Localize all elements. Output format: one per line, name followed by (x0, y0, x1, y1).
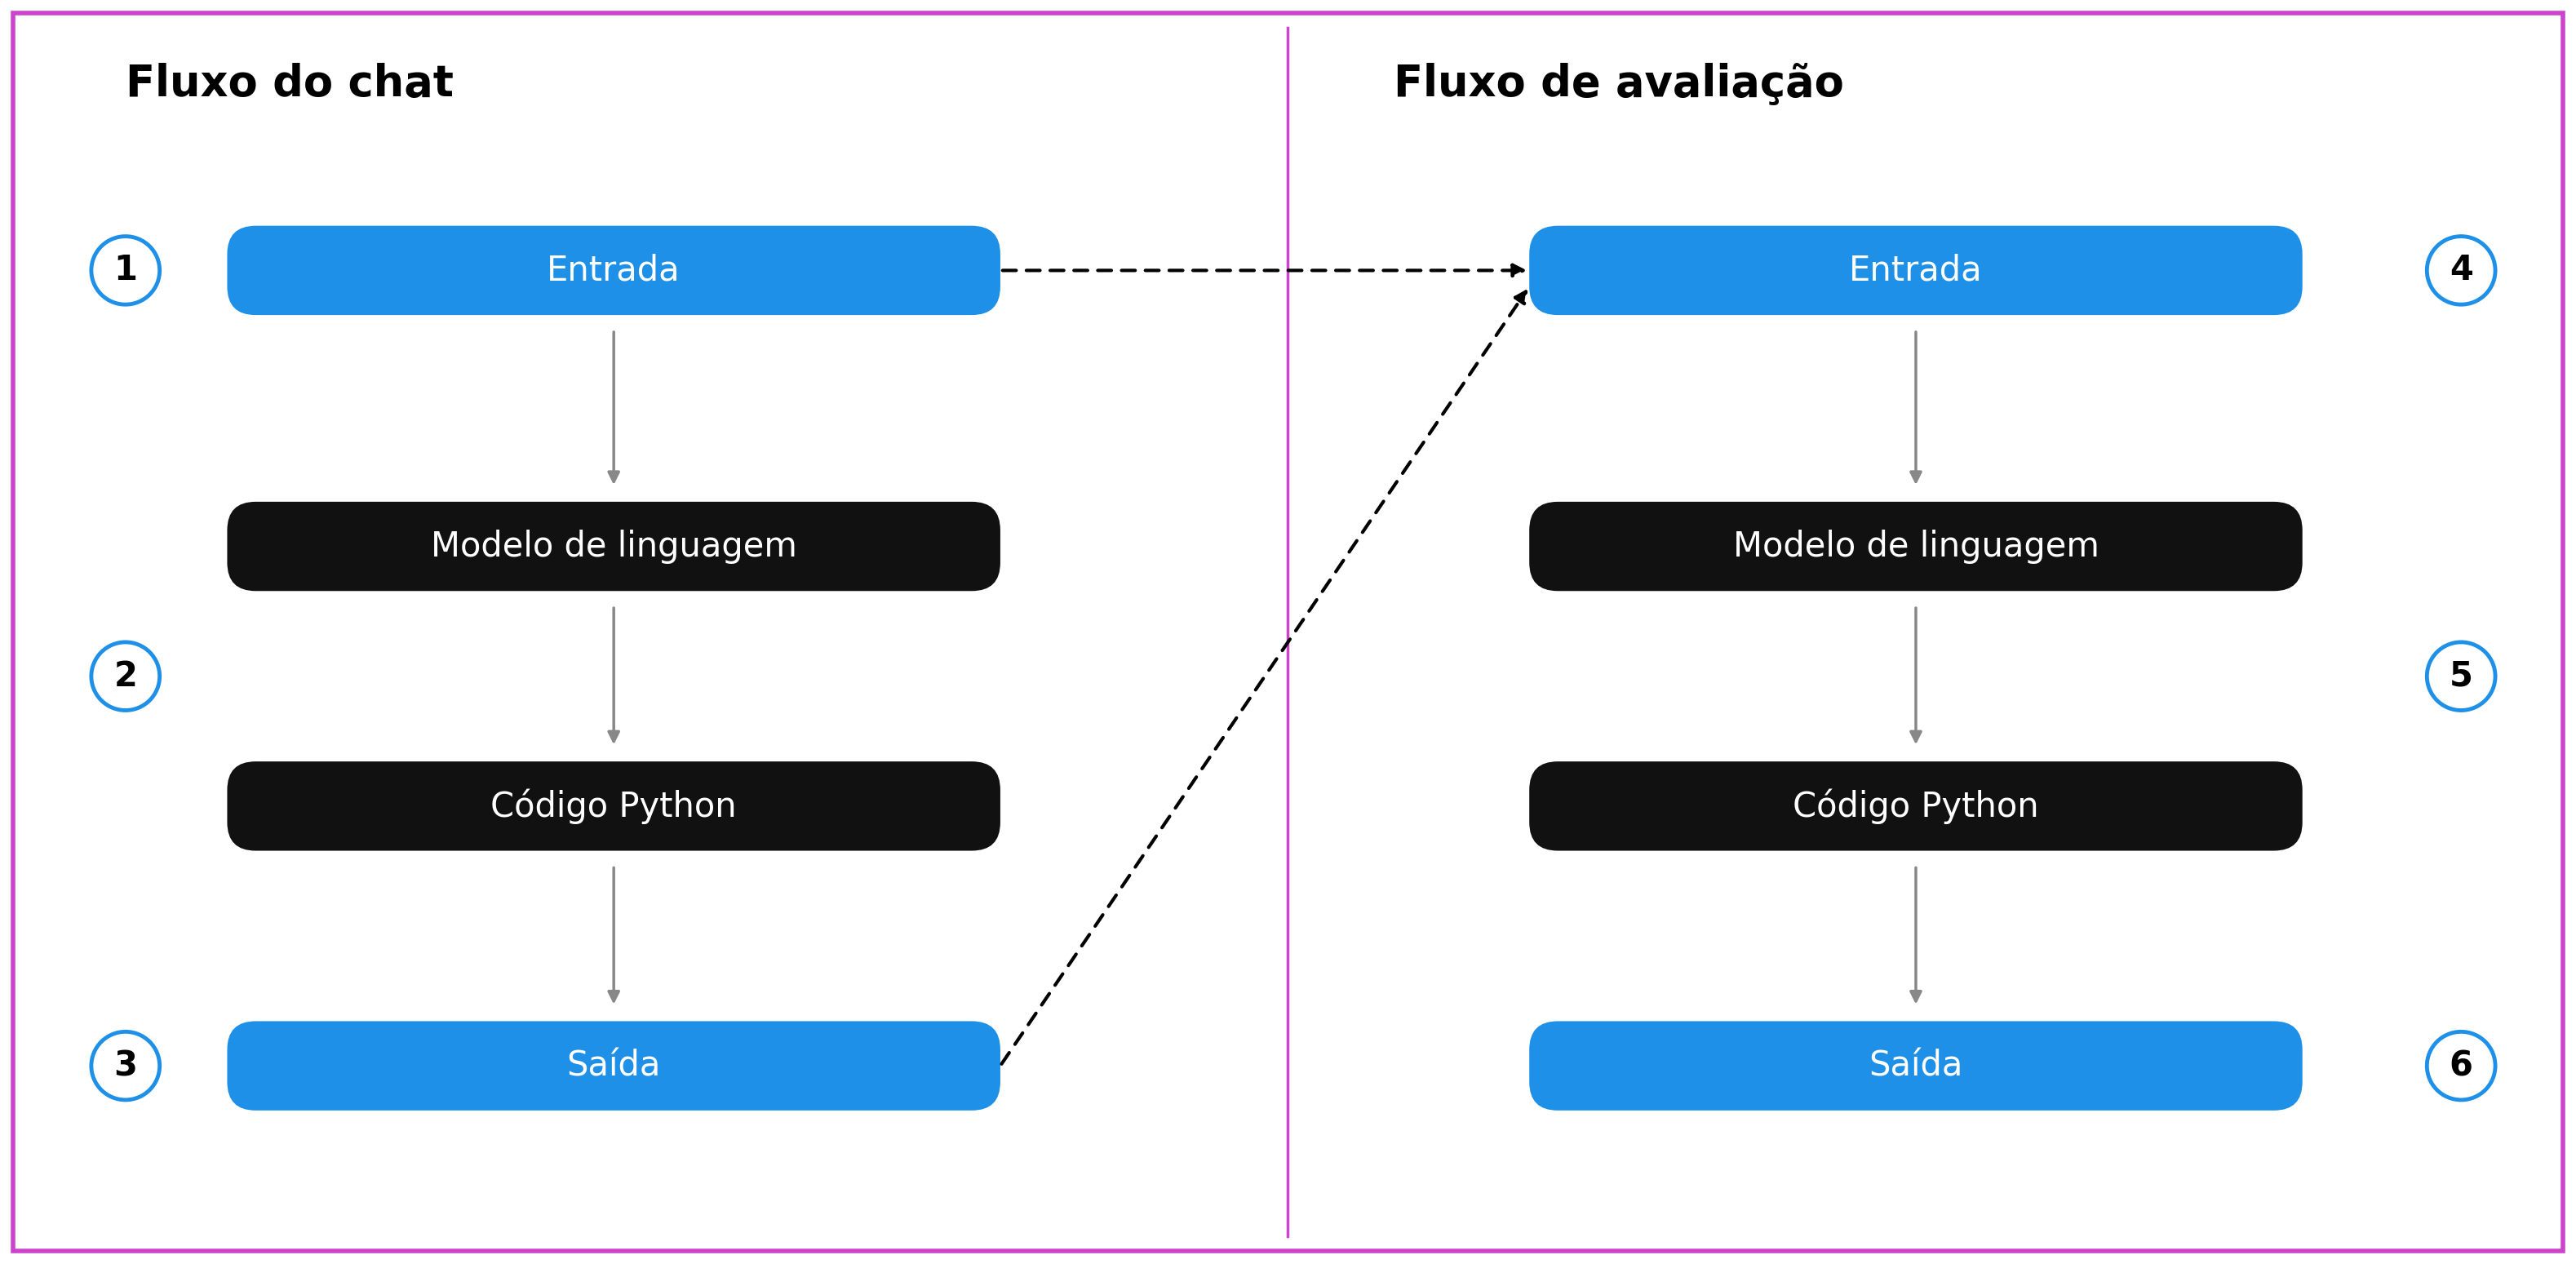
Text: 4: 4 (2450, 253, 2473, 287)
Text: Entrada: Entrada (546, 253, 680, 287)
FancyBboxPatch shape (1530, 502, 2303, 592)
FancyBboxPatch shape (1530, 761, 2303, 851)
Circle shape (90, 642, 160, 710)
FancyBboxPatch shape (227, 1021, 999, 1111)
Text: 3: 3 (113, 1049, 137, 1083)
Text: Saída: Saída (1868, 1049, 1963, 1083)
Circle shape (2427, 236, 2496, 305)
Text: 1: 1 (113, 253, 137, 287)
Text: Fluxo do chat: Fluxo do chat (126, 62, 453, 105)
Text: Código Python: Código Python (489, 789, 737, 824)
FancyBboxPatch shape (227, 502, 999, 592)
Text: Código Python: Código Python (1793, 789, 2040, 824)
Circle shape (2427, 1031, 2496, 1100)
Text: Modelo de linguagem: Modelo de linguagem (1734, 530, 2099, 564)
Text: 5: 5 (2450, 659, 2473, 694)
Circle shape (2427, 642, 2496, 710)
FancyBboxPatch shape (1530, 226, 2303, 315)
Text: Fluxo de avaliação: Fluxo de avaliação (1394, 62, 1844, 105)
Circle shape (90, 1031, 160, 1100)
FancyBboxPatch shape (1530, 1021, 2303, 1111)
Circle shape (90, 236, 160, 305)
Text: 6: 6 (2450, 1049, 2473, 1083)
FancyBboxPatch shape (227, 761, 999, 851)
Text: Modelo de linguagem: Modelo de linguagem (430, 530, 796, 564)
Text: Saída: Saída (567, 1049, 662, 1083)
Text: Entrada: Entrada (1850, 253, 1984, 287)
Text: 2: 2 (113, 659, 137, 694)
FancyBboxPatch shape (227, 226, 999, 315)
